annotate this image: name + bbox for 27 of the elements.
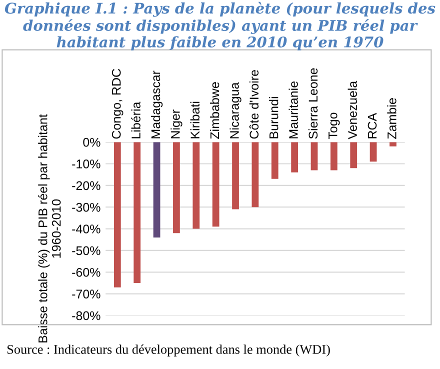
- x-tick-label: Zambie: [387, 98, 396, 139]
- y-tick-label: -40%: [72, 224, 100, 234]
- x-tick-label: Nicaragua: [230, 82, 242, 138]
- x-tick-label: Zimbabwe: [210, 82, 220, 139]
- x-tick-label: Madagascar: [150, 70, 163, 138]
- y-tick-label: 0%: [83, 138, 100, 147]
- source-note: Source : Indicateurs du développement dans le monde (WDI): [7, 344, 330, 357]
- x-tick-label: Togo: [328, 112, 340, 140]
- x-tick-label: Libéria: [131, 102, 140, 138]
- y-tick-label: -50%: [72, 246, 100, 256]
- x-tick-label: Congo, RDC: [112, 68, 124, 139]
- y-tick-label: -30%: [72, 202, 100, 212]
- y-tick-label: -80%: [72, 311, 100, 320]
- y-axis-title: Baisse totale (%) du PIB réel par habitant 1960-2010: [38, 114, 61, 342]
- x-tick-label: Venezuela: [348, 80, 357, 140]
- y-tick-label: -60%: [72, 268, 100, 277]
- x-tick-label: Mauritanie: [288, 81, 298, 138]
- x-tick-label: Burundi: [269, 97, 278, 138]
- x-tick-label: Niger: [170, 110, 182, 138]
- x-tick-label: Côte d'Ivoire: [249, 70, 259, 139]
- chart-title: Graphique I.1 : Pays de la planète (pour lesquels des données sont disponibles) ayant un PIB réel par habitant plus faible en 2010 qu’en 1970: [4, 2, 436, 50]
- x-tick-label: Sierra Leone: [308, 68, 318, 139]
- y-tick-label: -20%: [72, 181, 100, 190]
- y-tick-label: -70%: [72, 290, 100, 298]
- x-tick-label: Kiribati: [190, 102, 200, 138]
- x-tick-label: RCA: [368, 112, 377, 138]
- y-tick-label: -10%: [72, 160, 100, 168]
